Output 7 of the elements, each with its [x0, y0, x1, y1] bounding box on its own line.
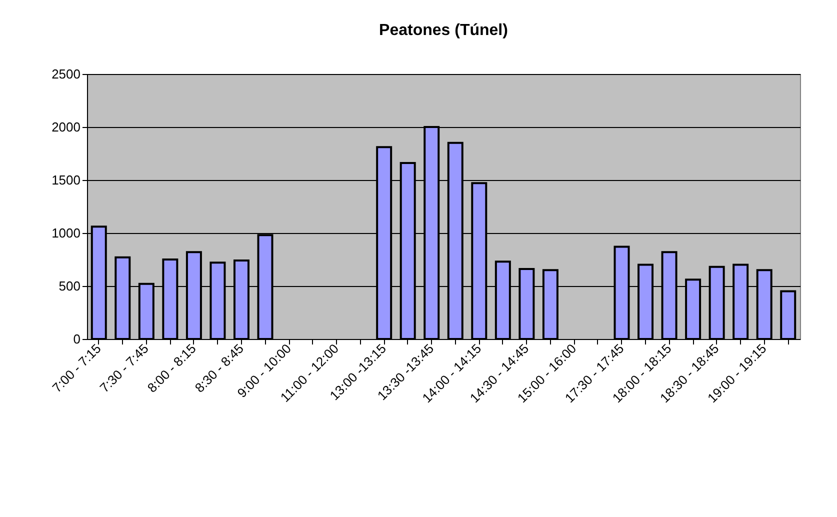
y-tick-label: 500: [58, 278, 80, 294]
y-tick-label: 1000: [52, 226, 80, 240]
y-tick-label: 2000: [52, 120, 80, 134]
chart-title: Peatones (Túnel): [379, 22, 508, 39]
y-tick-label: 0: [73, 332, 80, 346]
y-tick-label: 1500: [52, 172, 80, 188]
y-tick-label: 2500: [52, 66, 80, 82]
